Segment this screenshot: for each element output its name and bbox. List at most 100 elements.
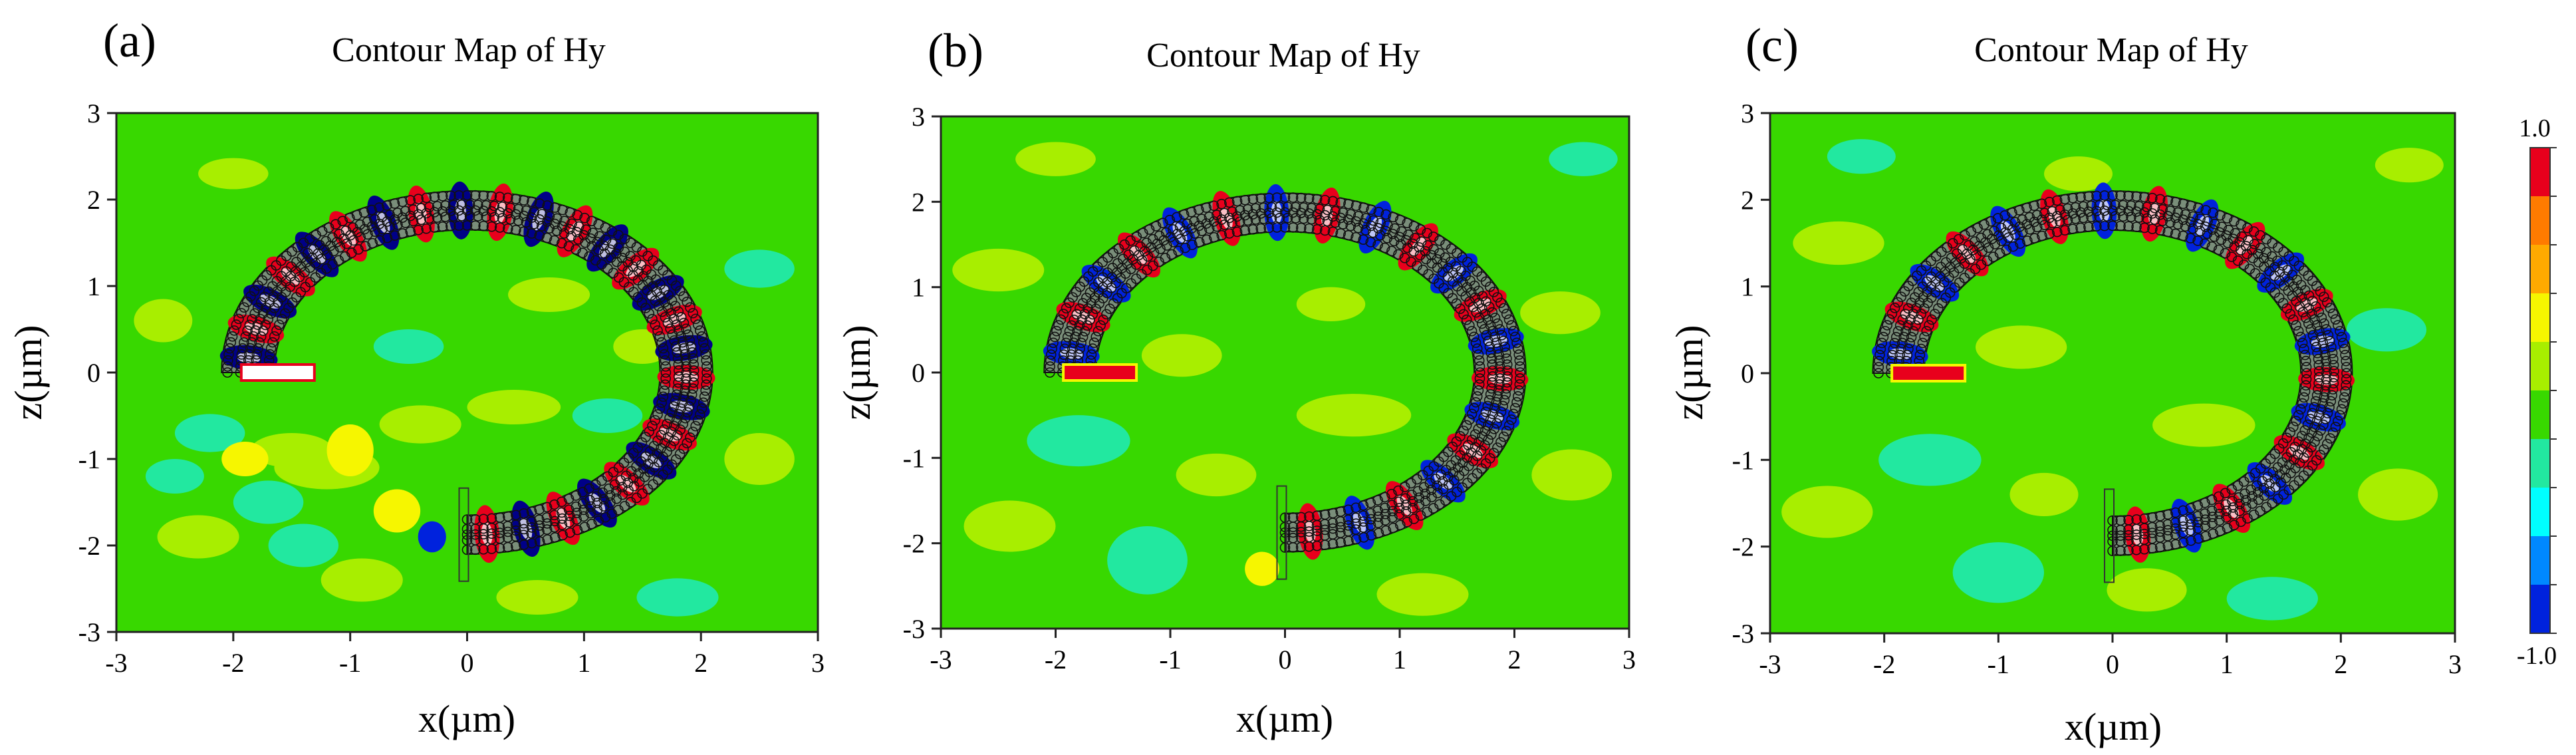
lattice-hole	[1064, 326, 1075, 337]
lattice-hole	[674, 325, 684, 336]
lattice-hole	[1051, 325, 1062, 337]
lattice-hole	[534, 536, 545, 547]
field-blob	[1549, 142, 1618, 176]
lattice-hole	[2086, 212, 2097, 223]
lattice-hole	[478, 220, 489, 231]
lattice-hole	[2055, 204, 2065, 216]
lattice-hole	[2139, 543, 2150, 555]
axis-ticks: -3 -2 -1 0 1 2 3 -3 -2 -1 0 1 2 3	[78, 98, 825, 678]
lattice-hole	[1380, 209, 1392, 220]
lattice-hole	[348, 235, 359, 246]
lattice-hole	[1493, 412, 1505, 423]
lattice-hole	[2295, 331, 2306, 343]
lattice-hole	[2139, 523, 2150, 533]
field-blob	[1793, 221, 1884, 265]
lattice-hole	[2306, 442, 2317, 453]
lattice-hole	[1996, 222, 2007, 233]
lattice-hole	[1271, 192, 1283, 203]
lattice-hole	[2277, 297, 2289, 309]
lattice-hole	[481, 200, 491, 211]
lattice-hole	[518, 508, 529, 519]
lattice-hole	[1168, 224, 1178, 235]
lattice-hole	[424, 202, 435, 213]
lattice-hole	[565, 207, 576, 218]
lattice-hole	[1495, 406, 1507, 417]
lattice-hole	[1414, 492, 1424, 503]
lattice-hole	[2273, 292, 2285, 303]
lattice-hole	[2051, 195, 2063, 206]
y-axis-label: z(µm)	[1668, 325, 1711, 420]
lattice-hole	[486, 528, 497, 539]
lattice-hole	[2200, 238, 2210, 249]
lattice-hole	[1173, 245, 1184, 257]
lattice-hole	[2036, 198, 2047, 210]
lattice-hole	[2233, 492, 2244, 503]
field-lobe-core	[626, 260, 646, 277]
lattice-hole	[1077, 298, 1089, 309]
lattice-hole	[1914, 349, 1926, 361]
lattice-hole	[580, 224, 592, 235]
lattice-hole	[1382, 220, 1393, 231]
lattice-hole	[2222, 213, 2233, 224]
lattice-hole	[258, 325, 269, 336]
lattice-hole	[358, 207, 370, 218]
lattice-hole	[1071, 287, 1082, 297]
lattice-hole	[1160, 253, 1171, 263]
lattice-hole	[1358, 522, 1369, 533]
lattice-hole	[2099, 220, 2110, 231]
lattice-hole	[1515, 361, 1525, 372]
lattice-hole	[2329, 366, 2339, 377]
lattice-hole	[2328, 378, 2339, 388]
lattice-hole	[253, 343, 263, 354]
lattice-hole	[1899, 286, 1910, 297]
colorbar: 1.0 -1.0	[2517, 114, 2557, 670]
lattice-hole	[494, 522, 505, 533]
lattice-hole	[1416, 236, 1427, 247]
lattice-hole	[1388, 212, 1398, 223]
lattice-hole	[1499, 341, 1510, 353]
lattice-hole	[2310, 301, 2321, 312]
lattice-hole	[2107, 190, 2118, 201]
lattice-hole	[2215, 210, 2226, 221]
lattice-hole	[688, 377, 699, 388]
lattice-hole	[2110, 200, 2121, 210]
lattice-hole	[260, 319, 271, 331]
lattice-hole	[1303, 541, 1315, 552]
lattice-hole	[1936, 297, 1948, 309]
lattice-hole	[534, 198, 545, 209]
lattice-hole	[242, 297, 253, 307]
lattice-hole	[2192, 235, 2203, 246]
lattice-hole	[2094, 211, 2105, 222]
lattice-hole	[1884, 314, 1895, 325]
lattice-hole	[1303, 520, 1315, 531]
lattice-hole	[1393, 496, 1404, 508]
lattice-hole	[1182, 218, 1193, 229]
lattice-hole	[1157, 218, 1168, 229]
x-tick-label: 2	[694, 648, 708, 678]
lattice-hole	[2123, 545, 2134, 556]
colorbar-swatch	[2530, 196, 2550, 245]
lattice-hole	[2031, 222, 2043, 233]
lattice-hole	[660, 373, 671, 384]
lattice-hole	[541, 524, 553, 535]
field-blob	[321, 558, 403, 602]
x-tick-label: -1	[1159, 645, 1181, 675]
lattice-hole	[486, 191, 497, 202]
lattice-hole	[2328, 354, 2339, 365]
lattice-hole	[2154, 225, 2166, 236]
lattice-hole	[1327, 518, 1339, 528]
lattice-hole	[416, 203, 427, 214]
lattice-hole	[2059, 194, 2071, 205]
lattice-hole	[1492, 343, 1503, 354]
lattice-hole	[1258, 202, 1269, 213]
lattice-hole	[2078, 201, 2089, 212]
lattice-hole	[2131, 529, 2142, 540]
lattice-hole	[694, 409, 706, 420]
lattice-hole	[1263, 192, 1275, 204]
field-blob	[268, 524, 339, 567]
lattice-hole	[2147, 224, 2158, 234]
field-blob	[1296, 287, 1366, 322]
field-lobe-core	[1305, 520, 1316, 543]
lattice-hole	[1067, 292, 1078, 303]
x-tick-label: 0	[2106, 649, 2119, 679]
